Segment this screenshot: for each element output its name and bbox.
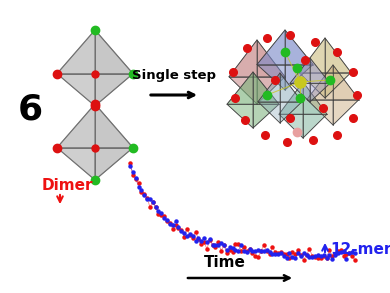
Polygon shape <box>57 74 95 106</box>
Polygon shape <box>257 30 285 64</box>
Polygon shape <box>57 148 95 180</box>
Text: 6: 6 <box>18 93 43 127</box>
Polygon shape <box>290 58 310 83</box>
Polygon shape <box>57 30 95 74</box>
Polygon shape <box>57 104 95 148</box>
Polygon shape <box>258 102 280 123</box>
Polygon shape <box>325 72 351 98</box>
Polygon shape <box>279 82 303 114</box>
Polygon shape <box>310 83 330 102</box>
Polygon shape <box>95 30 133 74</box>
Polygon shape <box>307 100 333 125</box>
Polygon shape <box>299 38 325 72</box>
Polygon shape <box>285 30 313 64</box>
Polygon shape <box>257 40 285 77</box>
Polygon shape <box>253 72 279 104</box>
Polygon shape <box>253 104 279 128</box>
Polygon shape <box>229 40 285 77</box>
Polygon shape <box>299 38 351 72</box>
Polygon shape <box>95 104 133 148</box>
Polygon shape <box>227 72 279 104</box>
Polygon shape <box>258 73 302 102</box>
Polygon shape <box>280 73 302 102</box>
Polygon shape <box>325 38 351 72</box>
Polygon shape <box>57 104 133 148</box>
Polygon shape <box>227 104 253 128</box>
Polygon shape <box>95 74 133 106</box>
Polygon shape <box>279 114 303 138</box>
Polygon shape <box>303 82 327 114</box>
Polygon shape <box>229 77 257 104</box>
Text: Single step: Single step <box>132 69 216 82</box>
Polygon shape <box>57 30 133 74</box>
Polygon shape <box>280 102 302 123</box>
Polygon shape <box>257 77 285 104</box>
Polygon shape <box>307 65 333 100</box>
Polygon shape <box>279 82 327 114</box>
Polygon shape <box>290 83 310 102</box>
Polygon shape <box>257 64 285 90</box>
Polygon shape <box>290 58 330 83</box>
Polygon shape <box>285 64 313 90</box>
Polygon shape <box>229 40 257 77</box>
Polygon shape <box>258 73 280 102</box>
Polygon shape <box>227 72 253 104</box>
Polygon shape <box>303 114 327 138</box>
Polygon shape <box>95 148 133 180</box>
Text: Dimer: Dimer <box>42 178 94 193</box>
Polygon shape <box>299 72 325 98</box>
Text: Time: Time <box>204 255 246 270</box>
Polygon shape <box>333 100 359 125</box>
Polygon shape <box>310 58 330 83</box>
Text: 12-mer: 12-mer <box>330 243 390 258</box>
Polygon shape <box>257 30 313 64</box>
Polygon shape <box>307 65 359 100</box>
Polygon shape <box>333 65 359 100</box>
